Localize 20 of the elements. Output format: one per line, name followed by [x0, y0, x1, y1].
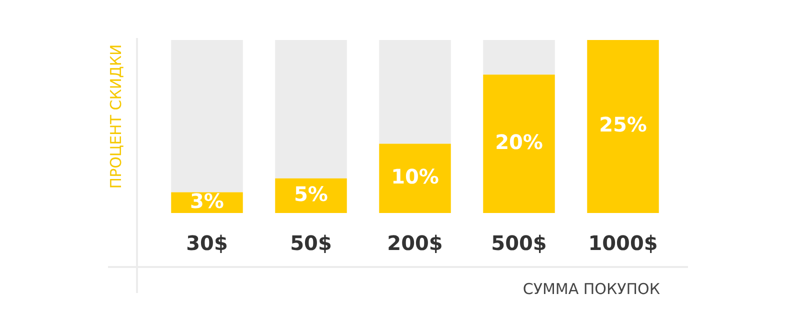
- bar: [379, 40, 451, 144]
- bar: [483, 74, 555, 213]
- data-label: 20%: [495, 130, 543, 154]
- x-tick-label: 30$: [186, 231, 228, 256]
- bar: [587, 40, 659, 213]
- bar: [379, 144, 451, 213]
- data-label: 3%: [190, 188, 224, 213]
- data-label: 25%: [599, 112, 647, 137]
- bar: [275, 178, 347, 213]
- x-tick-label: 200$: [387, 231, 443, 256]
- bar: [171, 40, 243, 192]
- data-label: 5%: [294, 182, 328, 206]
- x-tick-label: 50$: [290, 231, 332, 256]
- y-axis-title: ПРОЦЕНТ СКИДКИ: [106, 44, 125, 189]
- bar: [275, 40, 347, 178]
- bar: [483, 40, 555, 75]
- data-label: 10%: [391, 164, 439, 189]
- x-tick-label: 500$: [491, 231, 547, 256]
- x-axis-title: СУММА ПОКУПОК: [522, 280, 660, 298]
- x-tick-label: 1000$: [588, 231, 658, 256]
